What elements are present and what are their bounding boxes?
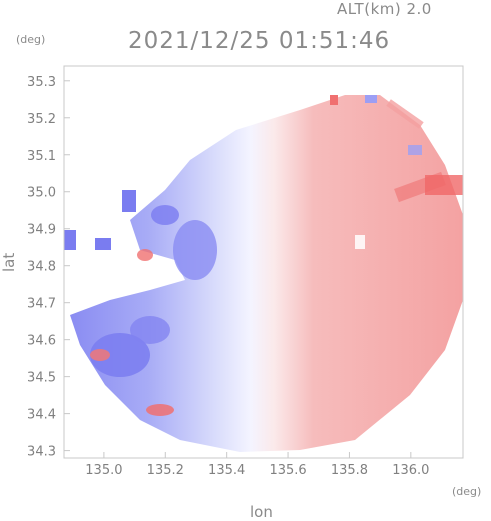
y-tick-label: 34.4 (27, 408, 56, 423)
x-axis: 135.0 135.2 135.4 135.6 135.8 136.0 (85, 452, 429, 478)
x-tick-label: 135.4 (208, 463, 245, 478)
y-axis-unit: (deg) (16, 33, 46, 46)
y-tick-label: 35.3 (27, 75, 56, 90)
radar-echo-region (70, 95, 463, 452)
y-tick-label: 35.1 (27, 149, 56, 164)
approaching-cell (95, 238, 111, 250)
y-tick-label: 34.5 (27, 371, 56, 386)
echo-layer (64, 95, 463, 452)
y-tick-label: 34.7 (27, 297, 56, 312)
timestamp-title: 2021/12/25 01:51:46 (128, 28, 391, 54)
receding-cell (137, 249, 153, 261)
approaching-cell (151, 205, 179, 225)
receding-cell (146, 404, 174, 416)
approaching-cell (365, 95, 377, 103)
receding-cell (386, 99, 424, 129)
x-tick-label: 135.6 (269, 463, 306, 478)
x-tick-label: 135.2 (147, 463, 184, 478)
x-axis-unit: (deg) (452, 485, 482, 498)
receding-cell (90, 349, 110, 361)
x-tick-label: 136.0 (392, 463, 429, 478)
approaching-cell (330, 95, 338, 105)
y-tick-label: 35.0 (27, 186, 56, 201)
approaching-cell (355, 235, 365, 249)
approaching-cell (130, 316, 170, 344)
x-tick-label: 135.0 (85, 463, 122, 478)
y-tick-label: 35.2 (27, 112, 56, 127)
approaching-cell (90, 333, 150, 377)
approaching-cell (122, 190, 136, 212)
x-tick-label: 135.8 (331, 463, 368, 478)
y-tick-label: 34.8 (27, 260, 56, 275)
receding-cell (425, 175, 463, 195)
approaching-cell (64, 230, 76, 250)
x-axis-label: lon (250, 503, 273, 521)
plot-frame (63, 65, 464, 459)
y-tick-label: 34.9 (27, 223, 56, 238)
y-tick-label: 34.6 (27, 334, 56, 349)
altitude-label: ALT(km) 2.0 (337, 0, 432, 18)
y-tick-label: 34.3 (27, 445, 56, 460)
approaching-cell (173, 220, 217, 280)
approaching-cell (408, 145, 422, 155)
y-axis: 35.3 35.2 35.1 35.0 34.9 34.8 34.7 34.6 34.5 34.4… (27, 75, 70, 460)
